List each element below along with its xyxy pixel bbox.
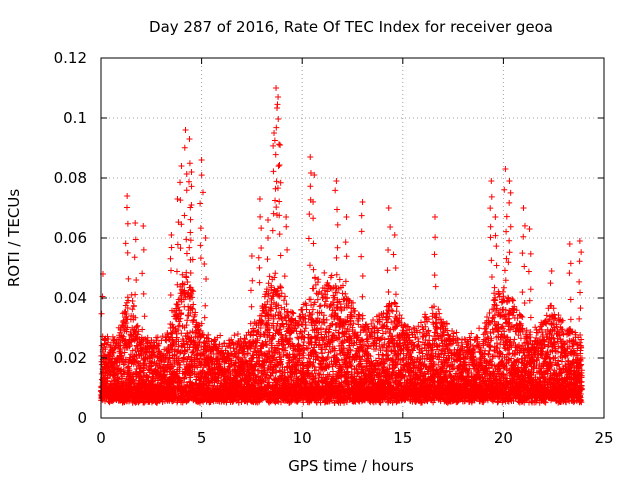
data-point bbox=[110, 337, 117, 344]
data-point bbox=[111, 371, 118, 378]
data-point bbox=[151, 352, 158, 359]
data-point bbox=[127, 332, 134, 339]
data-point bbox=[316, 303, 323, 310]
data-point bbox=[336, 276, 343, 283]
data-point bbox=[104, 378, 111, 385]
data-point bbox=[132, 314, 139, 321]
data-point bbox=[321, 269, 328, 276]
data-point bbox=[150, 351, 157, 358]
data-point bbox=[231, 332, 238, 339]
data-point bbox=[313, 290, 320, 297]
data-point bbox=[311, 275, 318, 282]
data-point bbox=[319, 350, 326, 357]
data-point bbox=[115, 378, 122, 385]
data-point bbox=[115, 365, 122, 372]
data-point bbox=[126, 343, 133, 350]
data-point bbox=[129, 347, 136, 354]
data-point bbox=[124, 324, 131, 331]
data-point bbox=[129, 298, 136, 305]
data-point bbox=[317, 302, 324, 309]
data-point bbox=[127, 351, 134, 358]
data-point bbox=[272, 270, 279, 277]
data-point bbox=[111, 345, 118, 352]
data-point bbox=[178, 330, 185, 337]
data-point bbox=[134, 322, 141, 329]
data-point bbox=[138, 347, 145, 354]
data-point bbox=[328, 313, 335, 320]
data-point bbox=[184, 317, 191, 324]
data-point bbox=[190, 301, 197, 308]
data-point bbox=[234, 330, 241, 337]
data-point bbox=[133, 334, 140, 341]
data-point bbox=[110, 349, 117, 356]
data-point bbox=[118, 350, 125, 357]
data-point bbox=[137, 364, 144, 371]
data-point bbox=[117, 346, 124, 353]
chart-title: Day 287 of 2016, Rate Of TEC Index for r… bbox=[149, 18, 553, 36]
data-point bbox=[139, 379, 146, 386]
data-point bbox=[126, 367, 133, 374]
data-point bbox=[121, 371, 128, 378]
data-point bbox=[339, 290, 346, 297]
data-point bbox=[105, 336, 112, 343]
data-point bbox=[120, 333, 127, 340]
data-point bbox=[307, 296, 314, 303]
data-point bbox=[124, 305, 131, 312]
data-point bbox=[136, 369, 143, 376]
data-point bbox=[141, 365, 148, 372]
data-point bbox=[102, 346, 109, 353]
data-point bbox=[133, 323, 140, 330]
data-point bbox=[135, 328, 142, 335]
data-point bbox=[277, 284, 284, 291]
data-points bbox=[98, 85, 585, 406]
data-point bbox=[123, 311, 130, 318]
data-point bbox=[289, 309, 296, 316]
data-point bbox=[338, 307, 345, 314]
data-point bbox=[302, 325, 309, 332]
data-point bbox=[266, 273, 273, 280]
data-point bbox=[129, 306, 136, 313]
data-point bbox=[109, 349, 116, 356]
